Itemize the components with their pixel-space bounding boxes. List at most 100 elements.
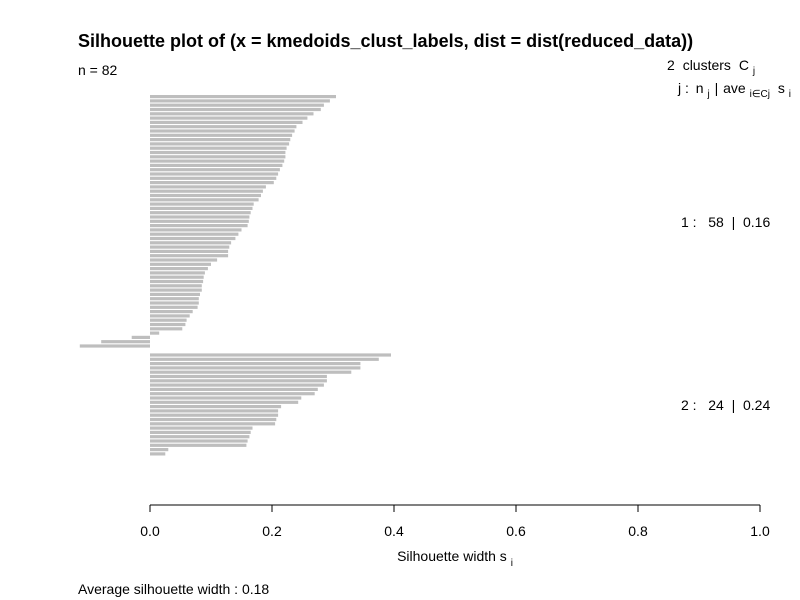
silhouette-bar-c1-51	[150, 310, 193, 314]
silhouette-bar-c1-45	[150, 284, 202, 288]
x-tick-label-2: 0.4	[384, 523, 404, 539]
silhouette-bar-c1-53	[150, 318, 187, 322]
silhouette-bar-c1-46	[150, 288, 202, 292]
silhouette-bar-c1-5	[150, 112, 314, 116]
silhouette-bar-c1-27	[150, 206, 253, 210]
silhouette-bar-c1-32	[150, 228, 242, 232]
silhouette-bar-c2-1	[150, 353, 391, 357]
silhouette-bar-c2-10	[150, 392, 315, 396]
silhouette-bar-c1-28	[150, 211, 251, 215]
silhouette-bar-c1-13	[150, 146, 287, 150]
columns-header: j : n j | ave i∈Cj s i	[677, 80, 791, 100]
clusters-header: 2 clusters C j	[667, 57, 755, 77]
silhouette-bar-c2-7	[150, 379, 327, 383]
silhouette-bar-c1-3	[150, 103, 324, 107]
silhouette-bar-c1-52	[150, 314, 190, 318]
silhouette-bar-c2-9	[150, 387, 318, 391]
silhouette-bar-c1-7	[150, 120, 303, 124]
silhouette-bar-c1-24	[150, 193, 261, 198]
silhouette-bar-c1-42	[150, 271, 205, 275]
silhouette-bar-c1-17	[150, 163, 283, 167]
silhouette-bar-c1-34	[150, 236, 236, 241]
silhouette-bar-c1-57	[131, 335, 150, 339]
silhouette-bar-c1-4	[150, 107, 321, 112]
silhouette-bar-c1-31	[150, 224, 248, 228]
silhouette-bar-c1-36	[150, 245, 230, 249]
silhouette-bar-c2-19	[150, 430, 251, 434]
silhouette-bar-c1-19	[150, 172, 279, 176]
silhouette-bar-c1-58	[101, 340, 150, 344]
silhouette-bar-c1-41	[150, 267, 208, 271]
silhouette-bar-c1-22	[150, 185, 266, 189]
x-tick-label-4: 0.8	[628, 523, 648, 539]
silhouette-bar-c1-33	[150, 232, 239, 236]
silhouette-bar-c1-20	[150, 176, 277, 180]
silhouette-bar-c1-23	[150, 189, 263, 193]
silhouette-bar-c2-17	[150, 422, 276, 426]
silhouette-bar-c1-47	[150, 292, 200, 296]
silhouette-bar-c1-6	[150, 116, 308, 120]
silhouette-bar-c1-18	[150, 168, 280, 172]
silhouette-bar-c2-24	[150, 452, 166, 456]
silhouette-bar-c1-37	[150, 249, 229, 253]
silhouette-bar-c1-16	[150, 159, 285, 163]
silhouette-bar-c2-11	[150, 396, 302, 400]
silhouette-bar-c2-22	[150, 443, 247, 447]
silhouette-bar-c1-59	[79, 344, 150, 348]
silhouette-bar-c1-26	[150, 202, 254, 206]
silhouette-bar-c1-15	[150, 155, 286, 159]
legend-header: 2 clusters C j j : n j | ave i∈Cj s i	[667, 57, 791, 100]
silhouette-bar-c1-30	[150, 219, 249, 223]
silhouette-bar-c2-6	[150, 374, 327, 379]
silhouette-bar-c1-21	[150, 181, 274, 185]
silhouette-bar-c1-9	[150, 129, 295, 133]
x-tick-label-0: 0.0	[140, 523, 160, 539]
silhouette-bar-c1-10	[150, 133, 293, 137]
silhouette-bar-c2-18	[150, 426, 253, 430]
silhouette-bar-c2-23	[150, 448, 169, 452]
chart-title: Silhouette plot of (x = kmedoids_clust_l…	[78, 31, 693, 51]
silhouette-bar-c1-54	[150, 322, 186, 327]
x-tick-label-3: 0.6	[506, 523, 526, 539]
silhouette-bar-c1-2	[150, 99, 330, 103]
silhouette-bar-c2-21	[150, 439, 248, 443]
x-tick-label-1: 0.2	[262, 523, 282, 539]
silhouette-bar-c2-13	[150, 405, 282, 409]
cluster-labels-group: 1 : 58 | 0.16 2 : 24 | 0.24	[681, 214, 770, 413]
silhouette-bar-c1-38	[150, 254, 229, 258]
silhouette-bar-c1-35	[150, 241, 232, 245]
silhouette-bar-c1-29	[150, 215, 250, 219]
silhouette-bar-c2-4	[150, 366, 361, 370]
silhouette-bar-c2-15	[150, 413, 279, 417]
silhouette-bar-c2-14	[150, 409, 279, 413]
sample-size-label: n = 82	[78, 62, 118, 78]
cluster-2-summary: 2 : 24 | 0.24	[681, 397, 770, 413]
silhouette-bar-c2-20	[150, 435, 250, 439]
silhouette-bar-c1-56	[150, 331, 160, 335]
silhouette-bar-c1-49	[150, 301, 199, 305]
silhouette-bar-c1-12	[150, 142, 290, 146]
silhouette-bar-c1-50	[150, 305, 198, 309]
silhouette-bar-c1-1	[150, 95, 336, 99]
silhouette-bar-c1-40	[150, 262, 211, 266]
silhouette-bar-c1-25	[150, 198, 259, 202]
bars-group	[79, 95, 391, 456]
average-silhouette-width: Average silhouette width : 0.18	[78, 581, 269, 597]
silhouette-bar-c2-2	[150, 357, 379, 361]
silhouette-bar-c1-39	[150, 258, 218, 262]
silhouette-bar-c2-5	[150, 370, 352, 374]
silhouette-bar-c2-12	[150, 400, 299, 404]
silhouette-bar-c1-11	[150, 138, 291, 142]
cluster-1-summary: 1 : 58 | 0.16	[681, 214, 770, 230]
silhouette-bar-c1-48	[150, 297, 199, 301]
silhouette-bar-c1-14	[150, 150, 286, 155]
silhouette-bar-c2-16	[150, 417, 277, 422]
silhouette-bar-c1-8	[150, 125, 297, 129]
silhouette-bar-c1-55	[150, 327, 183, 331]
silhouette-bar-c1-43	[150, 275, 204, 279]
silhouette-bar-c2-8	[150, 383, 324, 387]
x-tick-label-5: 1.0	[750, 523, 770, 539]
silhouette-bar-c1-44	[150, 279, 204, 284]
x-axis-title: Silhouette width s i	[397, 548, 513, 569]
